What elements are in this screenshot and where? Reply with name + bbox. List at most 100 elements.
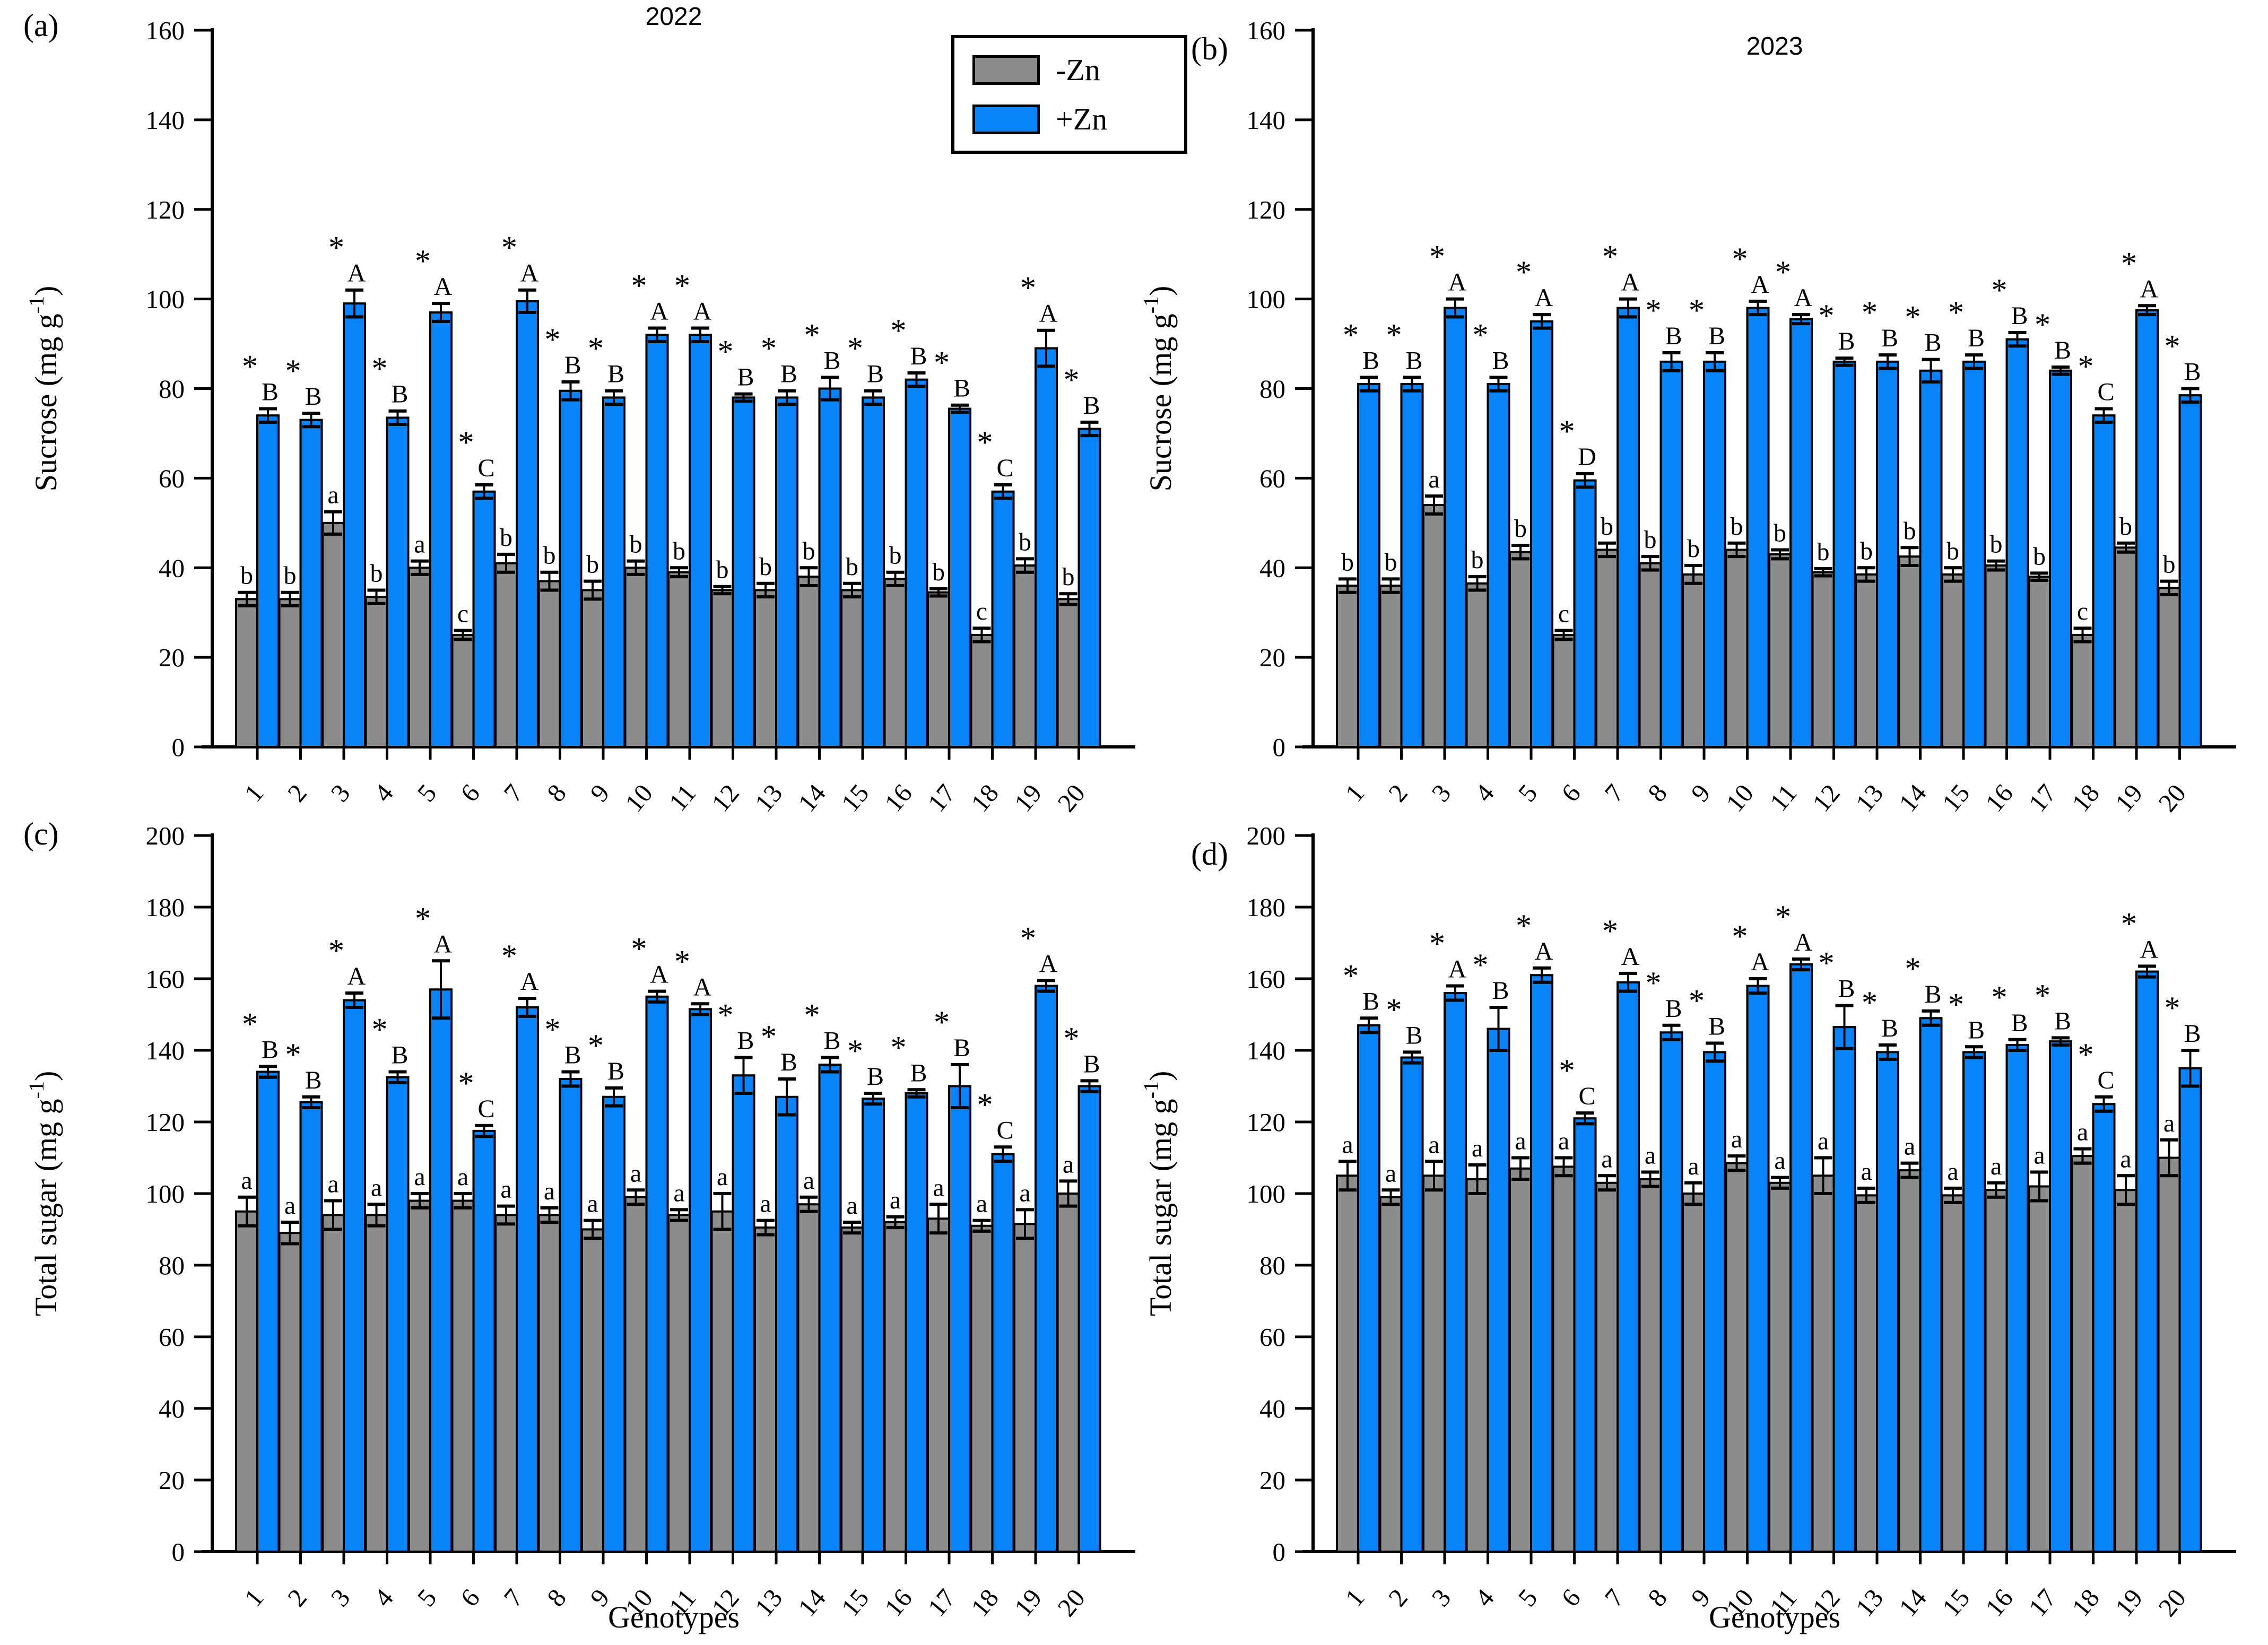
panel-d-letter-19-minus-zn: a xyxy=(2120,1145,2131,1173)
panel-d-chart: 0 20 40 60 80 100 120 140 160 180 200 Total sugar (… xyxy=(1139,821,2236,1622)
panel-a-bar-16-plus-zn xyxy=(905,378,928,748)
panel-d-bar-17-minus-zn xyxy=(2028,1185,2051,1553)
panel-a-bar-6-minus-zn xyxy=(451,633,475,748)
panel-b-bar-1-plus-zn xyxy=(1357,383,1380,748)
panel-a-letter-17-plus-zn: B xyxy=(953,375,970,403)
panel-a-bar-15-minus-zn xyxy=(840,589,864,748)
panel-b-bar-6-minus-zn xyxy=(1552,633,1576,748)
panel-d-bar-17-plus-zn xyxy=(2049,1040,2072,1553)
panel-b-bar-15-plus-zn xyxy=(1962,360,1986,748)
panel-b-letter-10-minus-zn: b xyxy=(1731,512,1743,541)
panel-b-xtick-9: 9 xyxy=(1685,779,1716,807)
panel-c-letter-7-minus-zn: a xyxy=(500,1176,511,1204)
panel-a-significance-star-9: * xyxy=(588,331,604,366)
panel-d-bar-13-minus-zn xyxy=(1855,1194,1878,1553)
legend-item-minus-zn: -Zn xyxy=(972,52,1184,88)
panel-c-bar-9-minus-zn xyxy=(581,1228,604,1553)
panel-d-ytick-140: 140 xyxy=(1247,1036,1286,1065)
panel-a-letter-3-minus-zn: a xyxy=(327,481,338,509)
panel-d-letter-6-plus-zn: C xyxy=(1578,1082,1595,1110)
panel-d-letter-5-minus-zn: a xyxy=(1515,1127,1526,1155)
panel-b-letter-14-minus-zn: b xyxy=(1904,517,1916,545)
panel-c-letter-17-minus-zn: a xyxy=(933,1173,944,1202)
panel-b-bar-11-plus-zn xyxy=(1789,318,1813,748)
panel-b-letter: (b) xyxy=(1191,31,1228,66)
panel-c-letter-6-plus-zn: C xyxy=(477,1095,494,1123)
panel-a-letter-19-plus-zn: A xyxy=(1039,300,1058,328)
panel-c-bar-3-minus-zn xyxy=(321,1214,345,1553)
panel-a-bar-7-plus-zn xyxy=(516,300,539,748)
panel-b-bar-5-minus-zn xyxy=(1509,551,1532,748)
panel-b-significance-star-4: * xyxy=(1473,317,1489,352)
panel-d-letter-13-plus-zn: B xyxy=(1881,1014,1898,1042)
panel-b-bar-2-minus-zn xyxy=(1379,585,1403,748)
panel-d-letter-19-plus-zn: A xyxy=(2140,935,2159,963)
panel-d-significance-star-11: * xyxy=(1775,899,1791,934)
panel-b-bar-20-minus-zn xyxy=(2157,587,2181,748)
panel-b-letter-19-plus-zn: A xyxy=(2140,275,2159,303)
panel-a-bar-12-plus-zn xyxy=(732,396,755,748)
panel-c-bar-16-minus-zn xyxy=(883,1221,907,1553)
panel-c-chart: 0 20 40 60 80 100 120 140 160 180 200 Total sugar (… xyxy=(24,821,1135,1622)
panel-a-bar-2-minus-zn xyxy=(278,598,302,748)
legend-label-minus-zn: -Zn xyxy=(1056,53,1100,87)
panel-c-bar-15-minus-zn xyxy=(840,1226,864,1553)
panel-b-bar-8-plus-zn xyxy=(1659,360,1683,748)
panel-b-bar-12-minus-zn xyxy=(1811,571,1835,748)
panel-c: (c) 0 20 40 60 80 100 120 140 160 180 200 Total sug… xyxy=(0,806,1146,1645)
panel-d-letter-11-minus-zn: a xyxy=(1774,1147,1785,1175)
panel-d-letter-15-minus-zn: a xyxy=(1947,1157,1958,1186)
panel-b-ytick-160: 160 xyxy=(1247,16,1286,45)
panel-d-ytick-80: 80 xyxy=(1259,1251,1285,1280)
panel-b-bar-15-minus-zn xyxy=(1941,573,1965,748)
panel-c-ytick-120: 120 xyxy=(146,1108,185,1137)
panel-b-letter-9-minus-zn: b xyxy=(1687,535,1700,563)
panel-d-letter-6-minus-zn: a xyxy=(1558,1127,1569,1155)
panel-b-letter-8-plus-zn: B xyxy=(1665,322,1682,350)
panel-a-ytick-20: 20 xyxy=(159,643,185,672)
panel-b-bar-9-minus-zn xyxy=(1682,573,1705,748)
panel-a-letter-13-minus-zn: b xyxy=(759,553,772,581)
panel-d-letter-2-plus-zn: B xyxy=(1405,1021,1422,1049)
panel-c-letter-9-plus-zn: B xyxy=(607,1057,624,1085)
panel-a-significance-star-11: * xyxy=(674,268,690,303)
panel-d-xaxis-label: Genotypes xyxy=(1708,1600,1841,1634)
panel-a-letter: (a) xyxy=(23,8,59,43)
panel-a-letter-19-minus-zn: b xyxy=(1019,528,1031,556)
legend-swatch-minus-zn xyxy=(972,55,1040,85)
panel-a-letter-4-minus-zn: b xyxy=(370,559,383,587)
panel-a-bar-19-minus-zn xyxy=(1013,564,1037,748)
panel-d-bar-11-minus-zn xyxy=(1768,1181,1792,1553)
panel-d-letter-18-plus-zn: C xyxy=(2097,1066,2114,1094)
panel-c-ytick-180: 180 xyxy=(146,893,185,922)
panel-d-ytick-180: 180 xyxy=(1247,893,1286,922)
panel-c-bar-14-minus-zn xyxy=(797,1203,821,1553)
panel-b-xtick-7: 7 xyxy=(1599,779,1630,807)
panel-a-letter-7-minus-zn: b xyxy=(500,524,512,552)
panel-a-bar-4-plus-zn xyxy=(386,416,410,748)
panel-a-letter-1-minus-zn: b xyxy=(240,562,253,590)
panel-d-bar-20-minus-zn xyxy=(2157,1156,2181,1553)
panel-a-xtick-8: 8 xyxy=(541,779,572,807)
panel-a-bar-10-plus-zn xyxy=(645,334,669,748)
panel-b-bar-9-plus-zn xyxy=(1703,360,1726,748)
panel-d-bar-4-plus-zn xyxy=(1487,1028,1510,1553)
panel-b-letter-12-plus-zn: B xyxy=(1838,327,1855,355)
panel-b-bar-4-plus-zn xyxy=(1487,383,1510,748)
panel-d-significance-star-9: * xyxy=(1689,983,1705,1019)
panel-c-letter-12-plus-zn: B xyxy=(737,1027,754,1055)
panel-d-letter-18-minus-zn: a xyxy=(2077,1118,2088,1146)
panel-b-letter-18-minus-zn: c xyxy=(2077,597,2088,625)
panel-c-significance-star-6: * xyxy=(458,1066,474,1101)
panel-a-letter-14-minus-zn: b xyxy=(803,537,815,565)
panel-a-letter-1-plus-zn: B xyxy=(262,378,279,406)
panel-d-bar-10-minus-zn xyxy=(1725,1162,1749,1553)
panel-c-bar-14-plus-zn xyxy=(818,1064,842,1553)
panel-c-bar-18-plus-zn xyxy=(991,1153,1015,1553)
panel-c-bar-5-plus-zn xyxy=(429,988,453,1553)
panel-d-ytick-0: 0 xyxy=(1273,1537,1286,1566)
panel-a-significance-star-17: * xyxy=(934,345,950,380)
panel-b-significance-star-12: * xyxy=(1819,298,1835,333)
panel-c-letter-11-minus-zn: a xyxy=(673,1179,684,1207)
